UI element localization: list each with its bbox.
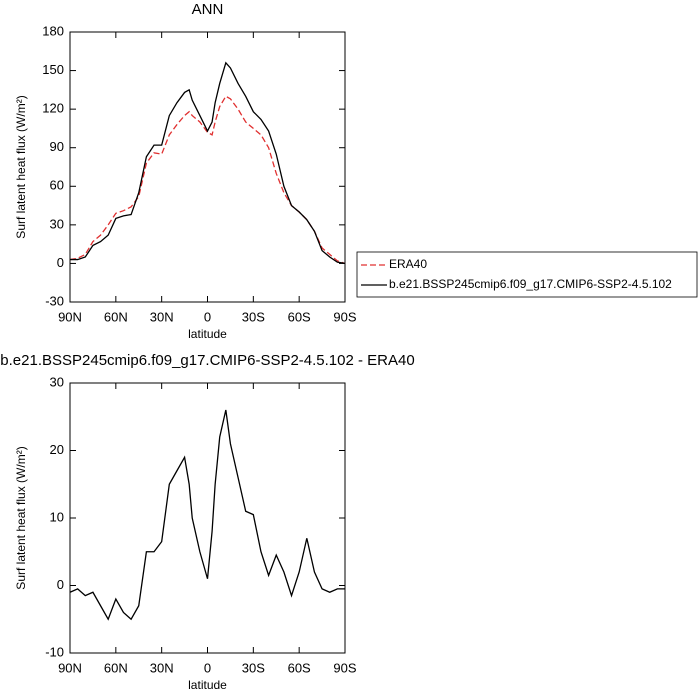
x-axis-label: latitude [188,327,227,341]
x-tick-label: 60S [288,660,311,675]
plot-frame [69,31,346,303]
y-tick-label: 10 [50,509,64,524]
y-tick-label: -10 [45,644,64,659]
y-tick-label: 30 [50,374,64,389]
x-tick-label: 30N [150,660,174,675]
legend-label: b.e21.BSSP245cmip6.f09_g17.CMIP6-SSP2-4.… [389,277,672,291]
legend-box [356,251,698,298]
y-axis-label: Surf latent heat flux (W/m²) [14,446,28,589]
y-tick-label: -30 [45,293,64,308]
x-tick-label: 90N [58,309,82,324]
y-tick-label: 180 [42,23,64,38]
legend: ERA40 b.e21.BSSP245cmip6.f09_g17.CMIP6-SS… [356,251,698,298]
x-tick-label: 90S [333,309,356,324]
x-tick-label: 0 [204,660,211,675]
legend-label: ERA40 [389,257,427,271]
x-tick-label: 30N [150,309,174,324]
x-axis-label: latitude [188,678,227,692]
chart-title: b.e21.BSSP245cmip6.f09_g17.CMIP6-SSP2-4.… [0,352,414,369]
y-axis-label: Surf latent heat flux (W/m²) [14,95,28,238]
data-line [69,95,346,265]
x-tick-label: 60N [104,309,128,324]
y-tick-label: 90 [50,139,64,154]
x-tick-label: 60N [104,660,128,675]
y-tick-label: 0 [57,577,64,592]
x-tick-label: 60S [288,309,311,324]
y-tick-label: 0 [57,255,64,270]
chart-title: ANN [192,1,224,18]
y-tick-label: 60 [50,178,64,193]
x-tick-label: 30S [242,309,265,324]
y-tick-label: 150 [42,62,64,77]
y-tick-label: 20 [50,442,64,457]
y-tick-label: 30 [50,216,64,231]
x-tick-label: 30S [242,660,265,675]
x-tick-label: 90S [333,660,356,675]
y-tick-label: 120 [42,101,64,116]
data-line [70,61,346,265]
x-tick-label: 90N [58,660,82,675]
data-line [69,409,345,621]
x-tick-label: 0 [204,309,211,324]
